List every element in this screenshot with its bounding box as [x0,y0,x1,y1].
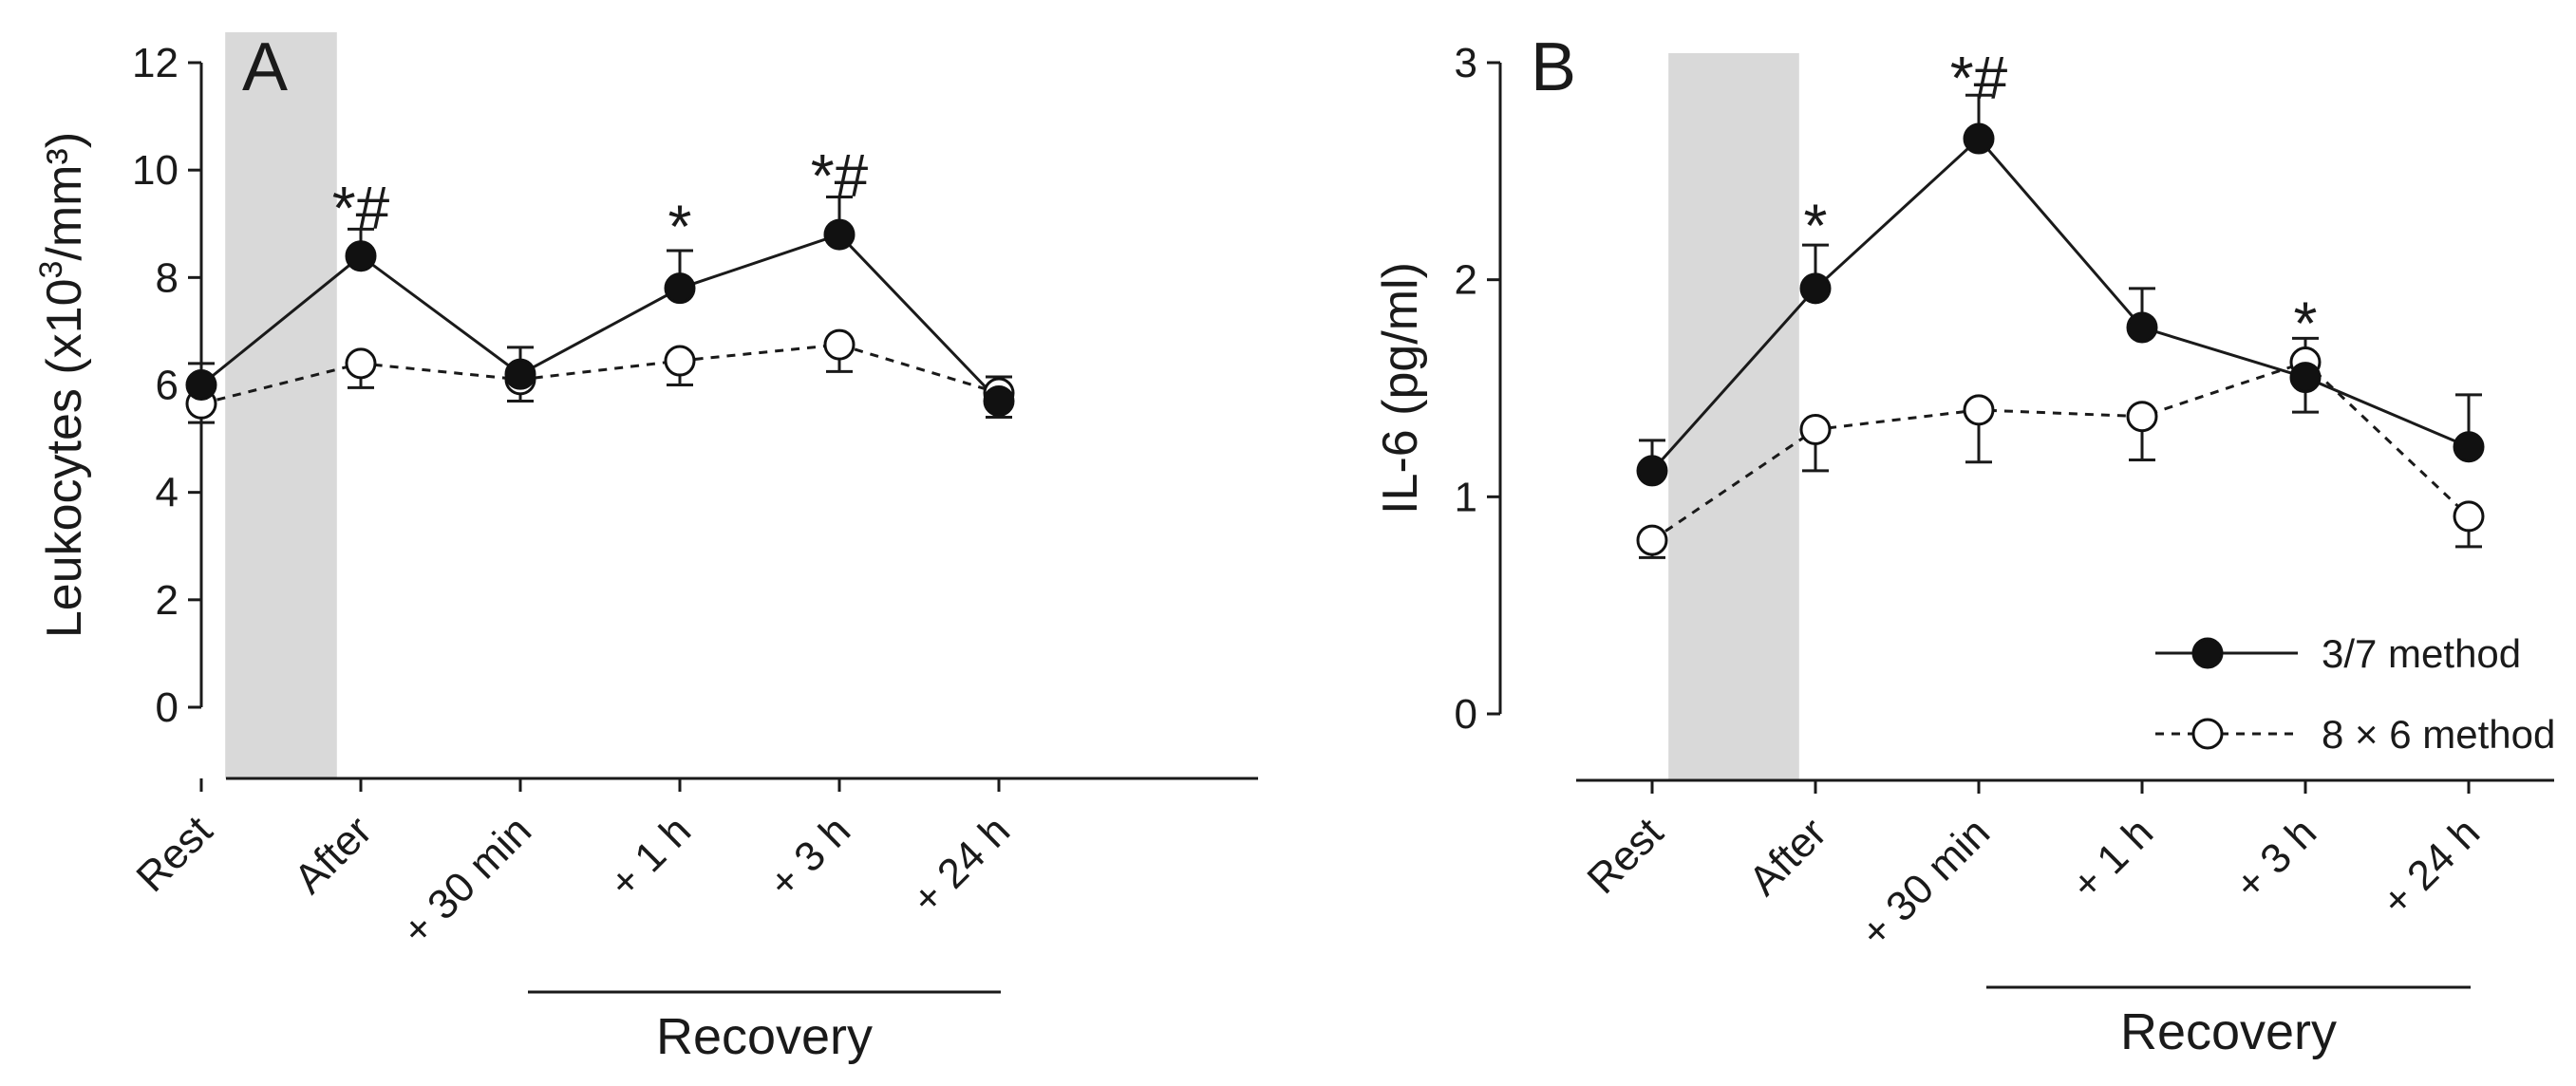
significance-marker: *# [1950,44,2008,112]
legend-label: 8 × 6 method [2322,712,2555,757]
x-category-label: + 24 h [903,807,1019,923]
panel-letter: B [1531,29,1576,105]
legend-marker [2191,718,2224,750]
data-point-8x6 [1963,394,1995,426]
data-point-8x6 [1636,524,1668,556]
legend: 3/7 method 8 × 6 method [2155,631,2555,757]
data-point-3-7 [2126,311,2158,344]
y-tick-label: 4 [156,470,179,516]
data-point-3-7 [185,369,217,401]
data-point-3-7 [1799,272,1832,305]
x-category-label: + 1 h [2062,809,2162,908]
series-line-8x6 [200,343,1000,405]
series-line-3-7 [1650,136,2470,472]
x-category-label: + 30 min [393,807,540,954]
data-point-3-7 [2453,431,2485,463]
significance-marker: * [668,193,692,261]
panel-b: 0 1 2 3 IL-6 (pg/ml) B Rest After + 30 min + 1 h +… [1373,29,2555,1060]
significance-marker: * [1804,192,1828,260]
y-tick-label: 2 [1455,257,1477,304]
y-tick-label: 0 [156,684,179,731]
y-tick-label: 1 [1455,474,1477,520]
x-category-label: Rest [127,807,221,901]
x-category-label: After [1740,809,1835,904]
data-point-3-7 [823,218,856,251]
exercise-band [225,32,337,778]
data-point-8x6 [664,345,696,377]
significance-marker: * [2294,289,2318,357]
recovery-label: Recovery [656,1008,873,1065]
exercise-band [1668,53,1799,780]
series-line-3-7 [200,233,1001,403]
x-category-label: + 24 h [2373,809,2489,925]
data-point-3-7 [983,384,1015,417]
y-axis-title: IL-6 (pg/ml) [1373,262,1428,515]
x-category-label: + 1 h [600,807,700,907]
data-point-3-7 [664,272,696,305]
x-category-label: + 3 h [760,807,859,907]
x-category-label: Rest [1578,809,1672,903]
y-axis-title-superscript: 3 [33,261,69,279]
legend-label: 3/7 method [2322,631,2521,676]
significance-marker: *# [811,141,869,210]
data-point-3-7 [504,358,536,390]
y-tick-label: 12 [132,40,179,86]
panel-letter: A [242,29,288,105]
data-point-3-7 [1636,455,1668,487]
recovery-label: Recovery [2120,1003,2337,1060]
y-axis-title: Leukocytes (x103/mm³) [33,132,92,638]
y-axis-title-main: Leukocytes (x10 [37,278,92,638]
data-point-8x6 [1799,413,1832,445]
data-point-8x6 [823,328,856,361]
y-axis-title-main: IL-6 (pg/ml) [1373,262,1428,515]
data-point-8x6 [2453,500,2485,533]
data-point-8x6 [2126,401,2158,433]
legend-marker [2191,637,2224,669]
y-tick-label: 6 [156,363,179,409]
data-point-3-7 [1963,122,1995,155]
data-point-3-7 [345,240,377,272]
x-category-label: + 3 h [2226,809,2325,908]
panel-a: 0 2 4 6 8 10 12 Leukocytes (x103/mm³) A Rest After… [33,29,1258,1065]
x-category-label: + 30 min [1852,809,1999,956]
data-point-3-7 [2289,362,2322,394]
y-tick-label: 3 [1455,40,1477,86]
data-point-8x6 [345,347,377,380]
x-category-label: After [286,807,381,902]
y-tick-label: 8 [156,254,179,301]
y-tick-label: 0 [1455,691,1477,738]
y-tick-label: 10 [132,147,179,194]
significance-marker: *# [332,174,390,242]
y-axis-title-rest: /mm³) [37,132,92,261]
y-tick-label: 2 [156,577,179,624]
